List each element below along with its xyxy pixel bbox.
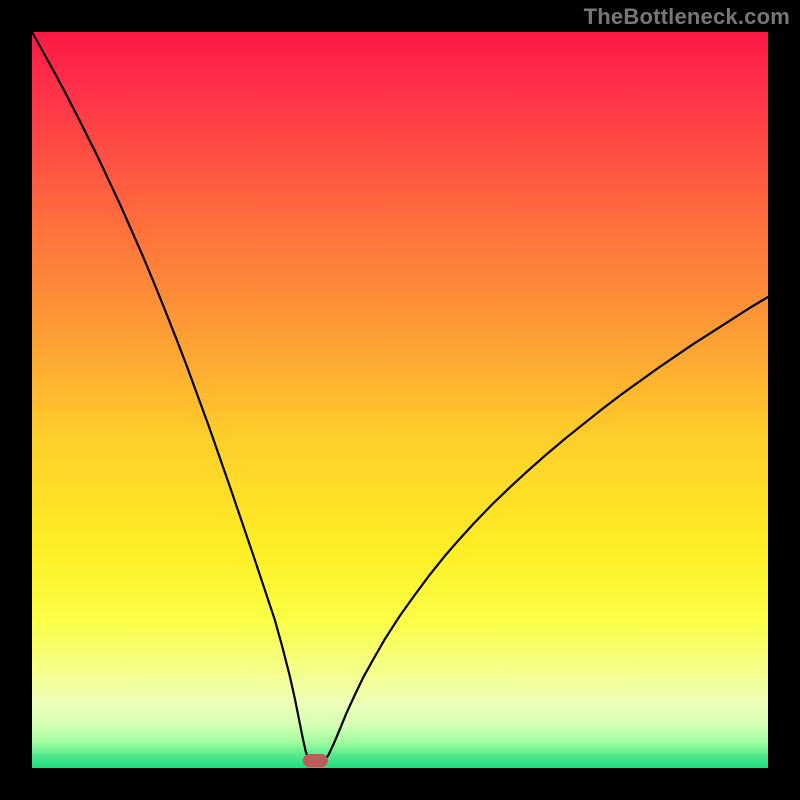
chart-frame: TheBottleneck.com <box>0 0 800 800</box>
plot-area <box>32 32 768 768</box>
optimal-marker <box>303 754 328 767</box>
watermark-text: TheBottleneck.com <box>584 4 790 30</box>
bottleneck-chart <box>32 32 768 768</box>
gradient-background <box>32 32 768 768</box>
